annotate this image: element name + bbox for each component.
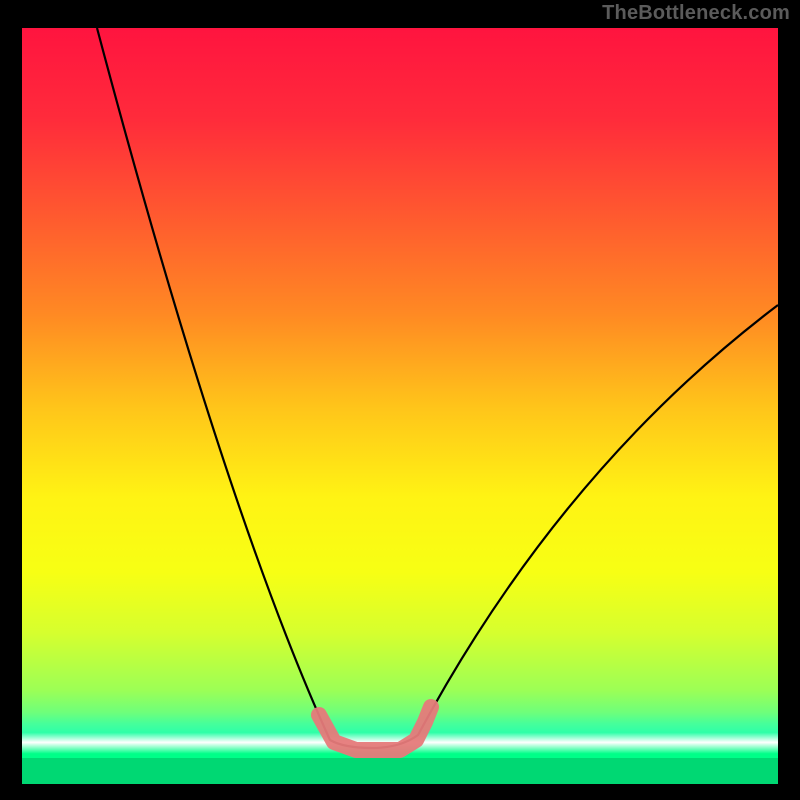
gradient-background	[22, 28, 778, 784]
bottleneck-chart: TheBottleneck.com	[0, 0, 800, 800]
bottom-green-cap	[22, 758, 778, 784]
watermark-text: TheBottleneck.com	[602, 2, 790, 25]
chart-svg	[0, 0, 800, 800]
